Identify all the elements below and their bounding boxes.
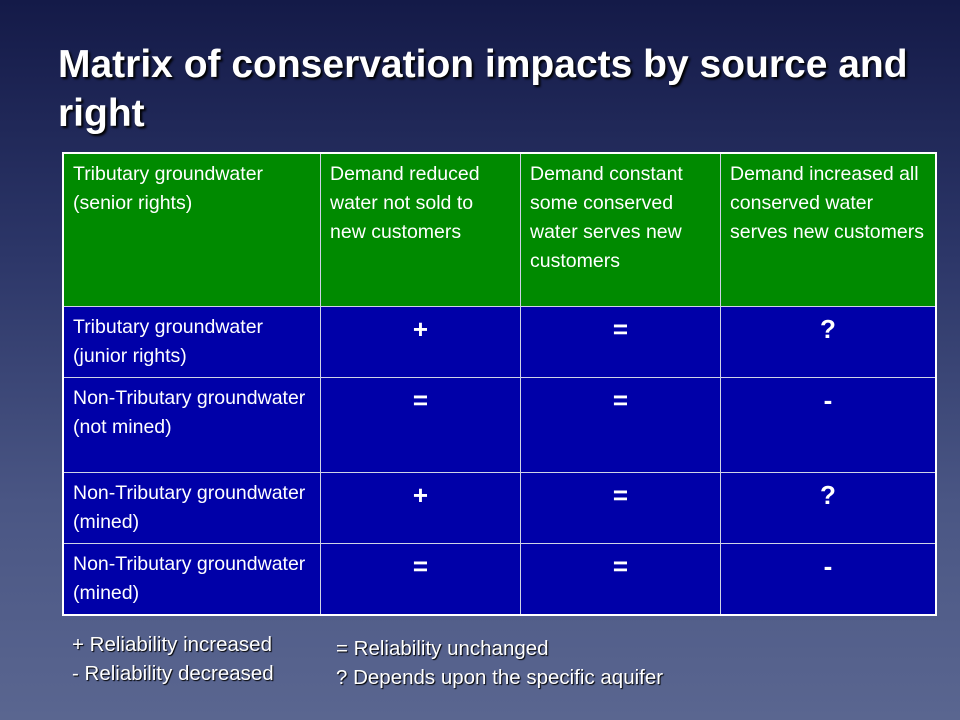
impact-cell: = bbox=[520, 472, 721, 544]
impact-cell: - bbox=[720, 377, 937, 473]
impact-cell: ? bbox=[720, 472, 937, 544]
legend-item: = Reliability unchanged bbox=[336, 637, 549, 660]
row-label: Tributary groundwater (junior rights) bbox=[62, 306, 321, 378]
table-row: Non-Tributary groundwater (mined) + = ? bbox=[62, 472, 937, 544]
legend-left: + Reliability increased - Reliability de… bbox=[72, 630, 274, 688]
table-row: Non-Tributary groundwater (not mined) = … bbox=[62, 377, 937, 473]
impact-cell: = bbox=[520, 377, 721, 473]
row-label: Non-Tributary groundwater (mined) bbox=[62, 543, 321, 616]
legend-item: - Reliability decreased bbox=[72, 662, 274, 685]
row-label: Non-Tributary groundwater (mined) bbox=[62, 472, 321, 544]
row-label: Non-Tributary groundwater (not mined) bbox=[62, 377, 321, 473]
impact-cell: + bbox=[320, 472, 521, 544]
impact-cell: = bbox=[520, 306, 721, 378]
impact-cell: - bbox=[720, 543, 937, 616]
impact-cell: + bbox=[320, 306, 521, 378]
legend-item: + Reliability increased bbox=[72, 633, 272, 656]
slide-title: Matrix of conservation impacts by source… bbox=[58, 43, 908, 135]
table-row: Non-Tributary groundwater (mined) = = - bbox=[62, 543, 937, 616]
legend-item: ? Depends upon the specific aquifer bbox=[336, 666, 664, 689]
table-row: Tributary groundwater (junior rights) + … bbox=[62, 306, 937, 378]
header-cell: Demand reduced water not sold to new cus… bbox=[320, 152, 521, 307]
header-cell: Demand increased all conserved water ser… bbox=[720, 152, 937, 307]
header-cell: Tributary groundwater (senior rights) bbox=[62, 152, 321, 307]
table-header-row: Tributary groundwater (senior rights) De… bbox=[62, 152, 937, 307]
impact-cell: = bbox=[320, 377, 521, 473]
impact-cell: = bbox=[520, 543, 721, 616]
impact-cell: = bbox=[320, 543, 521, 616]
impact-cell: ? bbox=[720, 306, 937, 378]
impact-matrix: Tributary groundwater (senior rights) De… bbox=[62, 152, 937, 616]
legend-right: = Reliability unchanged ? Depends upon t… bbox=[336, 634, 663, 692]
header-cell: Demand constant some conserved water ser… bbox=[520, 152, 721, 307]
